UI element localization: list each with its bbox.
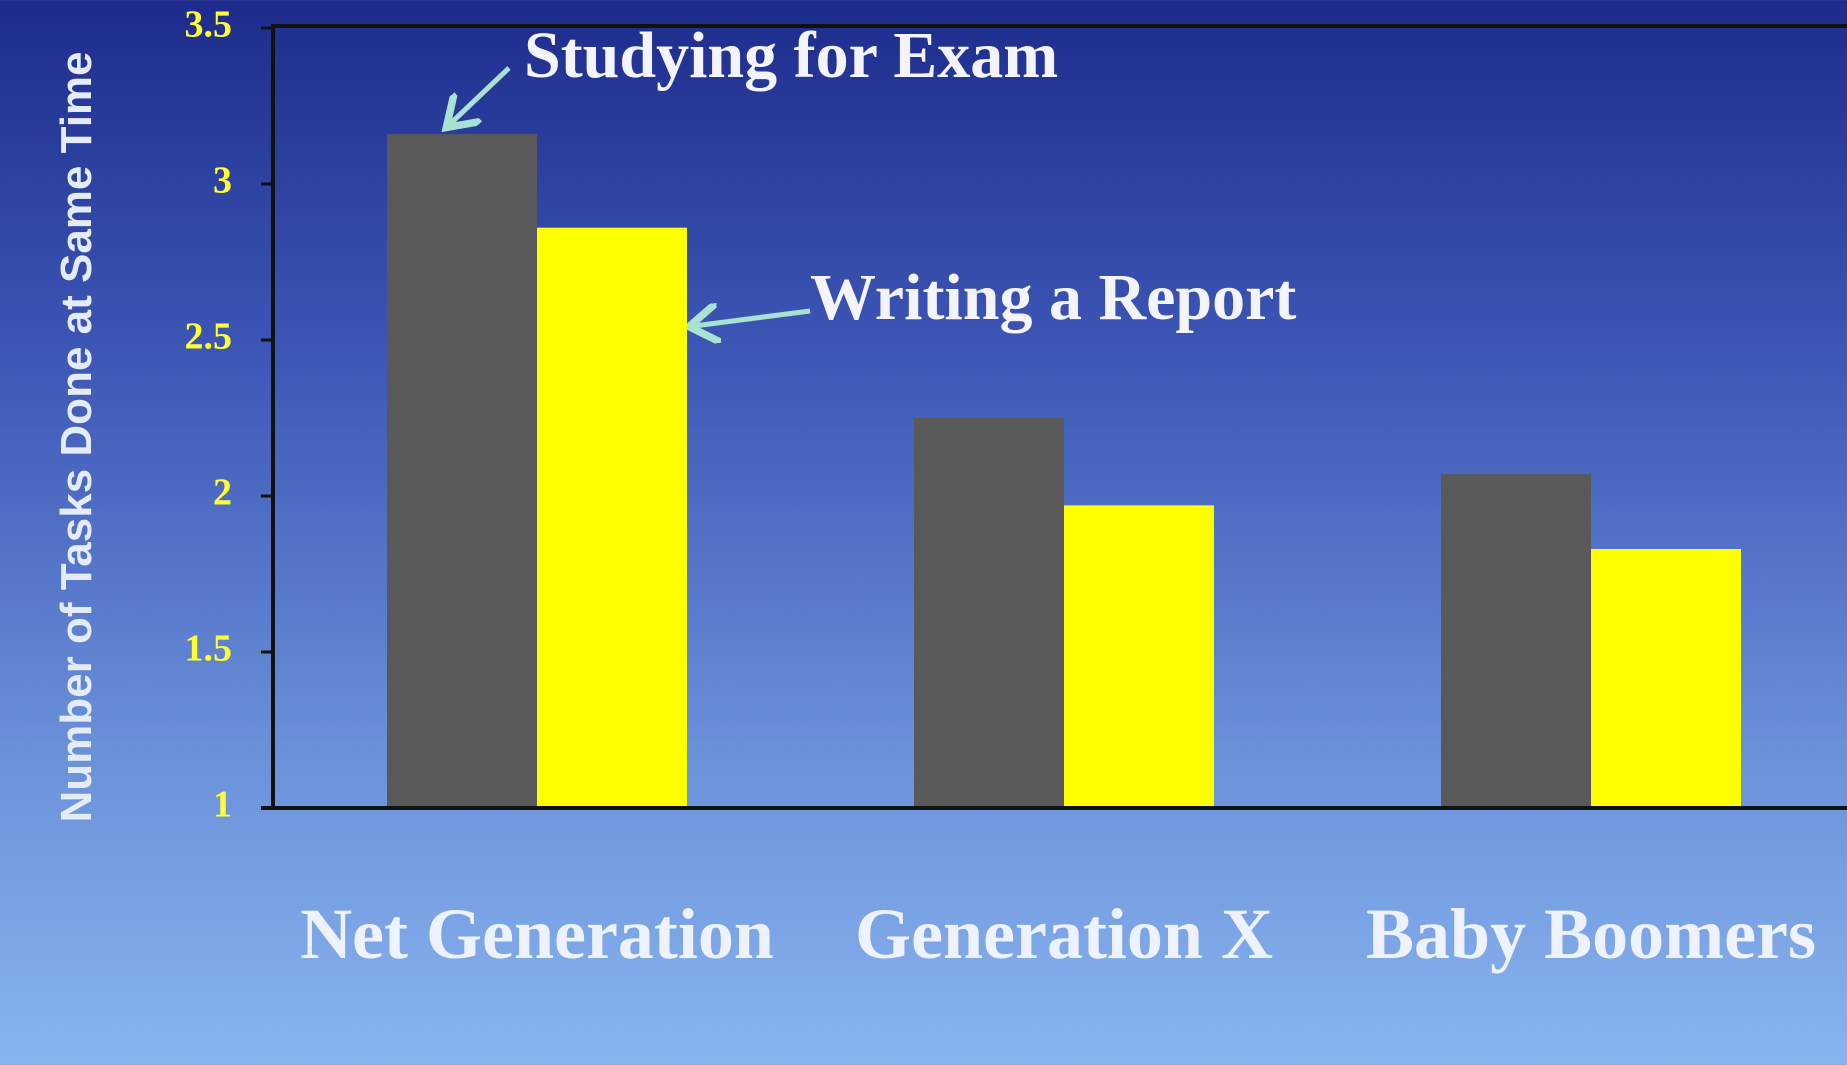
y-tick-label: 3 [213, 160, 232, 202]
bar [387, 134, 537, 808]
bar [537, 227, 687, 808]
y-tick-label: 3.5 [185, 4, 233, 46]
y-tick-label: 2 [213, 472, 232, 514]
x-tick-label: Generation X [855, 894, 1273, 974]
y-tick-label: 2.5 [185, 316, 233, 358]
annotation-label: Studying for Exam [524, 19, 1058, 92]
x-tick-label: Baby Boomers [1366, 894, 1816, 974]
annotation-arrow [694, 311, 811, 326]
x-tick-label: Net Generation [300, 894, 774, 974]
bar [1441, 474, 1591, 808]
bar [1591, 549, 1741, 808]
annotation-label: Writing a Report [810, 261, 1296, 334]
bar [914, 418, 1064, 808]
annotation-arrow [450, 66, 511, 124]
y-tick-label: 1.5 [185, 628, 233, 670]
bar [1064, 505, 1214, 808]
y-tick-label: 1 [213, 784, 232, 826]
